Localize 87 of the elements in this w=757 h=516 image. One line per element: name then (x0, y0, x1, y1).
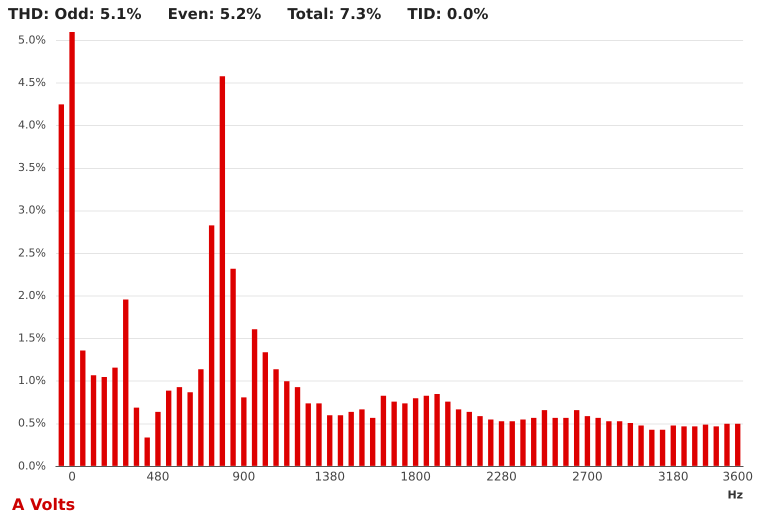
bar (252, 329, 258, 466)
bar (262, 352, 268, 466)
bar (552, 418, 558, 466)
y-tick-label: 4.5% (18, 76, 46, 89)
bar (412, 398, 418, 466)
bar (445, 402, 451, 466)
bar (294, 387, 300, 466)
bar (187, 392, 193, 466)
bar (692, 426, 698, 466)
x-tick-label: 2700 (572, 470, 603, 484)
bar (338, 415, 344, 466)
bar (198, 369, 204, 466)
bar (134, 408, 140, 466)
bar (531, 418, 536, 466)
y-tick-label: 2.0% (18, 288, 46, 302)
text: A Volts (12, 495, 76, 514)
y-tick-label: 3.5% (18, 161, 46, 174)
bar (273, 369, 279, 466)
bar (628, 422, 634, 466)
bar (574, 410, 580, 466)
bar (306, 403, 311, 466)
bar (316, 403, 322, 466)
bar (102, 376, 107, 466)
bar (735, 424, 740, 466)
bar (155, 412, 161, 466)
x-tick-label: 2280 (486, 470, 517, 484)
y-tick-label: 4.0% (18, 118, 46, 132)
bar (380, 396, 386, 466)
x-tick-label: 1800 (400, 470, 431, 484)
bar (477, 416, 483, 466)
y-tick-label: 0.5% (18, 416, 46, 430)
bar (230, 268, 236, 466)
bar (510, 421, 515, 466)
bar (166, 390, 172, 466)
y-tick-label: 1.5% (18, 331, 46, 344)
bar (58, 104, 64, 466)
bar (359, 409, 365, 466)
bar (616, 421, 622, 466)
bar (498, 421, 504, 466)
x-axis-title: Hz (727, 488, 744, 502)
bar (649, 430, 655, 466)
bar (488, 420, 494, 466)
bar (595, 418, 601, 466)
bar (391, 402, 397, 466)
bar (284, 381, 290, 466)
bar (434, 394, 440, 466)
bar (220, 76, 226, 466)
bar (670, 426, 676, 466)
y-tick-label: 5.0% (18, 33, 46, 46)
bar (520, 420, 526, 466)
bar (542, 410, 548, 466)
y-tick-label: 1.0% (18, 374, 46, 388)
bar (660, 430, 666, 466)
x-tick-label: 3180 (658, 470, 689, 484)
bar (80, 350, 86, 466)
bar (563, 418, 569, 466)
bar (327, 415, 332, 466)
bar (144, 437, 150, 466)
bar (112, 368, 118, 466)
bar (714, 426, 719, 466)
bar (424, 396, 430, 466)
y-tick-label: 2.5% (18, 246, 46, 260)
x-tick-label: 3600 (722, 470, 753, 484)
bar (241, 397, 247, 466)
bar (638, 426, 644, 466)
bar (123, 299, 128, 466)
y-tick-label: 3.0% (18, 204, 46, 217)
bar (348, 412, 354, 466)
y-tick-label: 0.0% (18, 459, 46, 472)
x-tick-label: 480 (146, 470, 170, 484)
x-tick-label: 1380 (314, 470, 345, 484)
bar (702, 424, 708, 466)
bar (466, 412, 472, 466)
bar (724, 424, 730, 466)
bar (584, 416, 590, 466)
bar (69, 32, 75, 466)
bar (456, 409, 462, 466)
bar (402, 403, 408, 466)
bar (208, 225, 214, 466)
bar (90, 375, 96, 466)
bar (606, 421, 612, 466)
bar (370, 418, 376, 466)
bar (681, 426, 687, 466)
bar (176, 387, 182, 466)
x-tick-label: 0 (68, 470, 76, 484)
chart-title: THD: Odd: 5.1% Even: 5.2% Total: 7.3% TID: 0.0% (8, 4, 488, 23)
x-tick-label: 900 (232, 470, 256, 484)
